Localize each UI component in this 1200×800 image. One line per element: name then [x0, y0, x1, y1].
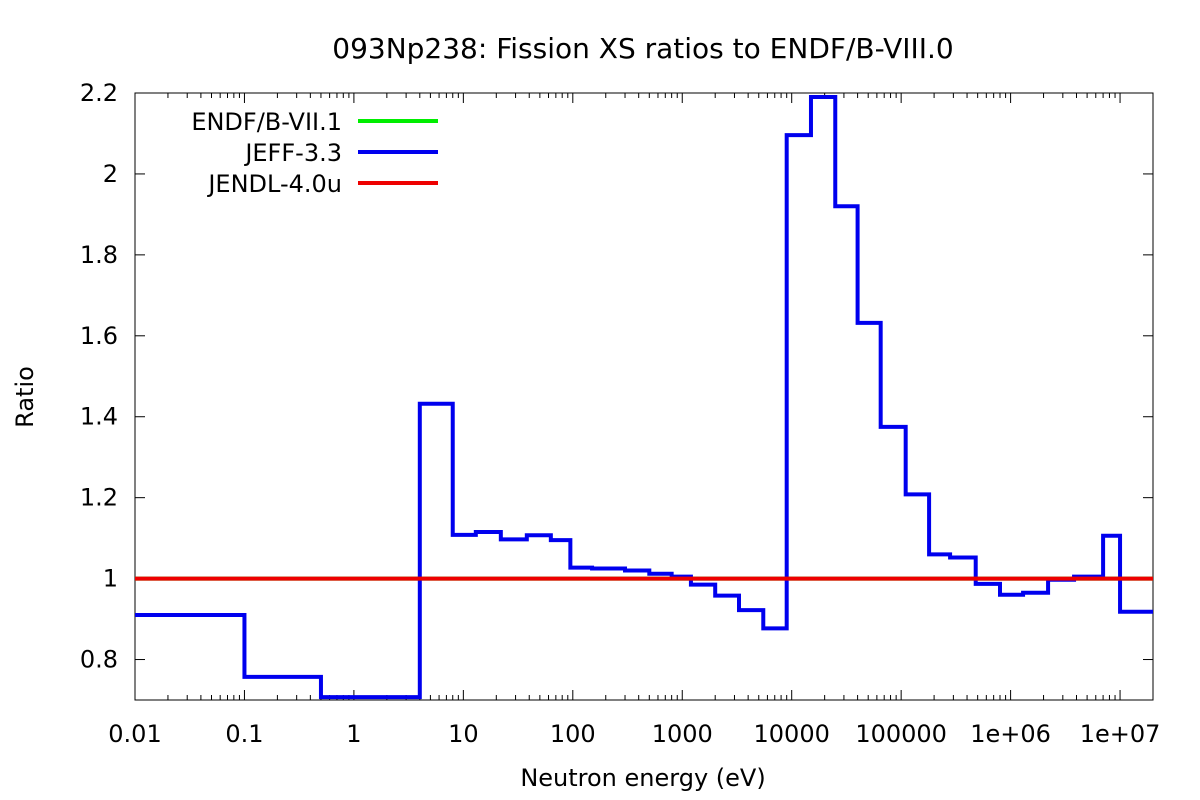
legend-label: JENDL-4.0u [206, 170, 342, 198]
x-tick-label: 100000 [855, 720, 947, 748]
x-tick-label: 1e+06 [970, 720, 1051, 748]
y-tick-label: 1.2 [80, 484, 118, 512]
x-tick-label: 1000 [652, 720, 713, 748]
x-tick-label: 0.01 [108, 720, 161, 748]
x-tick-label: 100 [550, 720, 596, 748]
legend-label: JEFF-3.3 [243, 139, 342, 167]
series-line-jeff-3-3 [135, 95, 1153, 700]
x-tick-label: 1 [346, 720, 361, 748]
x-tick-label: 10000 [754, 720, 830, 748]
y-axis: 0.8 1 1.2 1.4 1.6 1.8 2 2.2 [80, 79, 1153, 674]
y-tick-label: 1.6 [80, 322, 118, 350]
x-tick-label: 10 [448, 720, 479, 748]
x-tick-label: 0.1 [225, 720, 263, 748]
y-axis-label: Ratio [11, 366, 39, 428]
legend: ENDF/B-VII.1 JEFF-3.3 JENDL-4.0u [191, 108, 438, 198]
legend-label: ENDF/B-VII.1 [191, 108, 342, 136]
chart-title: 093Np238: Fission XS ratios to ENDF/B-VI… [332, 32, 953, 65]
x-tick-label: 1e+07 [1080, 720, 1161, 748]
x-axis: 0.01 0.1 1 10 100 1000 10000 100000 1e+06 1e+07 [108, 93, 1160, 748]
y-tick-label: 2 [103, 160, 118, 188]
series-layer [135, 95, 1153, 700]
y-tick-label: 1.4 [80, 403, 118, 431]
y-tick-label: 1 [103, 565, 118, 593]
plot-frame [134, 92, 1154, 701]
y-tick-label: 1.8 [80, 241, 118, 269]
x-axis-label: Neutron energy (eV) [520, 764, 765, 792]
y-tick-label: 0.8 [80, 646, 118, 674]
y-tick-label: 2.2 [80, 79, 118, 107]
